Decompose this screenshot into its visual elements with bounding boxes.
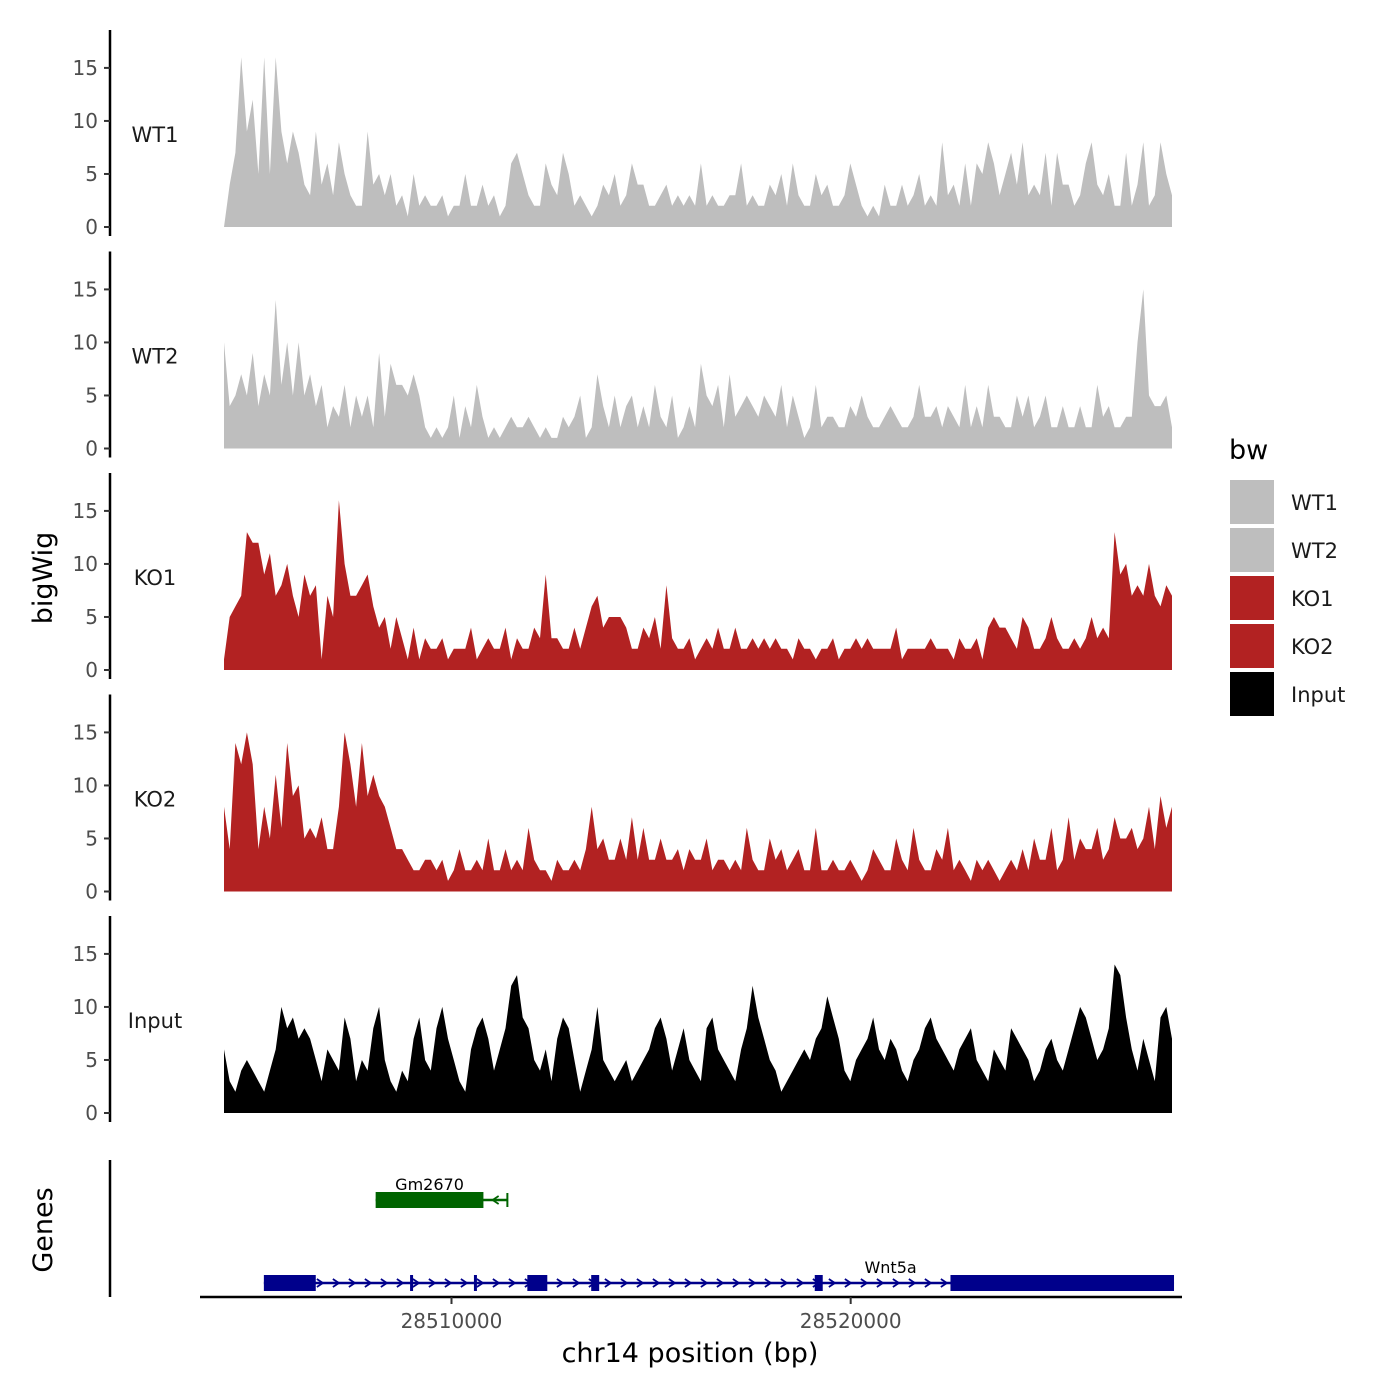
y-tick-label: 0: [85, 658, 98, 682]
track-label-ko1: KO1: [134, 566, 177, 590]
area-series-wt2: [224, 289, 1172, 449]
y-tick-label: 0: [85, 1101, 98, 1125]
gene-wnt5a-strand-arrow: [556, 1278, 565, 1288]
gene-wnt5a-strand-arrow: [604, 1278, 613, 1288]
y-tick-label: 15: [73, 942, 98, 966]
area-series-ko2: [224, 732, 1172, 892]
y-tick-label: 10: [73, 995, 98, 1019]
gene-wnt5a-strand-arrow: [940, 1278, 949, 1288]
legend-label-ko2: KO2: [1291, 635, 1334, 659]
gene-wnt5a-exon: [527, 1275, 548, 1291]
gene-wnt5a-strand-arrow: [316, 1278, 325, 1288]
gene-wnt5a-strand-arrow: [428, 1278, 437, 1288]
track-label-wt1: WT1: [132, 123, 179, 147]
gene-wnt5a-exon: [950, 1275, 1175, 1291]
gene-wnt5a-strand-arrow: [636, 1278, 645, 1288]
y-tick-label: 10: [73, 552, 98, 576]
legend-label-ko1: KO1: [1291, 587, 1334, 611]
gene-wnt5a-strand-arrow: [764, 1278, 773, 1288]
gene-wnt5a-strand-arrow: [780, 1278, 789, 1288]
gene-wnt5a-strand-arrow: [572, 1278, 581, 1288]
gene-wnt5a-exon: [263, 1275, 316, 1291]
legend-swatch-input: [1230, 672, 1274, 716]
legend-swatch-wt1: [1230, 480, 1274, 524]
gene-wnt5a-strand-arrow: [684, 1278, 693, 1288]
gene-wnt5a-strand-arrow: [700, 1278, 709, 1288]
gene-wnt5a-strand-arrow: [460, 1278, 469, 1288]
x-tick-label: 28520000: [800, 1309, 902, 1333]
y-tick-label: 15: [73, 56, 98, 80]
legend-swatch-ko1: [1230, 576, 1274, 620]
gene-wnt5a-strand-arrow: [620, 1278, 629, 1288]
gene-wnt5a-strand-arrow: [380, 1278, 389, 1288]
legend-label-wt2: WT2: [1291, 539, 1338, 563]
area-series-input: [224, 964, 1172, 1113]
gene-wnt5a-strand-arrow: [476, 1278, 485, 1288]
area-series-ko1: [224, 500, 1172, 670]
gene-wnt5a-strand-arrow: [652, 1278, 661, 1288]
gene-wnt5a-strand-arrow: [492, 1278, 501, 1288]
gene-wnt5a-strand-arrow: [748, 1278, 757, 1288]
gene-wnt5a-strand-arrow: [924, 1278, 933, 1288]
y-tick-label: 15: [73, 277, 98, 301]
y-tick-label: 5: [85, 383, 98, 407]
y-tick-label: 0: [85, 215, 98, 239]
track-label-ko2: KO2: [134, 788, 177, 812]
y-tick-label: 0: [85, 437, 98, 461]
gene-gm2670-label: Gm2670: [395, 1175, 464, 1194]
y-tick-label: 0: [85, 880, 98, 904]
gene-wnt5a-strand-arrow: [668, 1278, 677, 1288]
y-tick-label: 15: [73, 720, 98, 744]
y-tick-label: 10: [73, 109, 98, 133]
gene-wnt5a-strand-arrow: [412, 1278, 421, 1288]
gene-wnt5a-strand-arrow: [828, 1278, 837, 1288]
gene-wnt5a-strand-arrow: [876, 1278, 885, 1288]
legend-swatch-ko2: [1230, 624, 1274, 668]
x-axis-title: chr14 position (bp): [562, 1338, 819, 1369]
y-tick-label: 5: [85, 826, 98, 850]
y-tick-label: 10: [73, 773, 98, 797]
y-axis-title: bigWig: [28, 532, 59, 625]
area-series-wt1: [224, 57, 1172, 227]
gene-wnt5a-strand-arrow: [348, 1278, 357, 1288]
y-tick-label: 5: [85, 162, 98, 186]
y-tick-label: 15: [73, 499, 98, 523]
gene-wnt5a-exon: [814, 1275, 823, 1291]
gene-gm2670-strand-arrow: [491, 1195, 500, 1205]
gene-wnt5a-strand-arrow: [716, 1278, 725, 1288]
legend-swatch-wt2: [1230, 528, 1274, 572]
x-tick-label: 28510000: [401, 1309, 503, 1333]
gene-gm2670-exon: [375, 1192, 484, 1208]
gene-wnt5a-strand-arrow: [732, 1278, 741, 1288]
gene-wnt5a-label: Wnt5a: [864, 1258, 916, 1277]
legend-label-input: Input: [1291, 683, 1345, 707]
legend-label-wt1: WT1: [1291, 491, 1338, 515]
y-tick-label: 5: [85, 605, 98, 629]
gene-wnt5a-strand-arrow: [332, 1278, 341, 1288]
track-label-wt2: WT2: [132, 345, 179, 369]
gene-wnt5a-strand-arrow: [860, 1278, 869, 1288]
gene-wnt5a-strand-arrow: [508, 1278, 517, 1288]
genes-axis-title: Genes: [28, 1187, 59, 1272]
y-tick-label: 5: [85, 1048, 98, 1072]
gene-wnt5a-strand-arrow: [396, 1278, 405, 1288]
gene-wnt5a-strand-arrow: [892, 1278, 901, 1288]
gene-wnt5a-strand-arrow: [444, 1278, 453, 1288]
gene-wnt5a-strand-arrow: [796, 1278, 805, 1288]
gene-wnt5a-exon: [591, 1275, 600, 1291]
y-tick-label: 10: [73, 330, 98, 354]
gene-wnt5a-strand-arrow: [364, 1278, 373, 1288]
gene-wnt5a-strand-arrow: [844, 1278, 853, 1288]
gene-wnt5a-strand-arrow: [908, 1278, 917, 1288]
track-label-input: Input: [128, 1009, 182, 1033]
legend-title: bw: [1229, 435, 1268, 466]
